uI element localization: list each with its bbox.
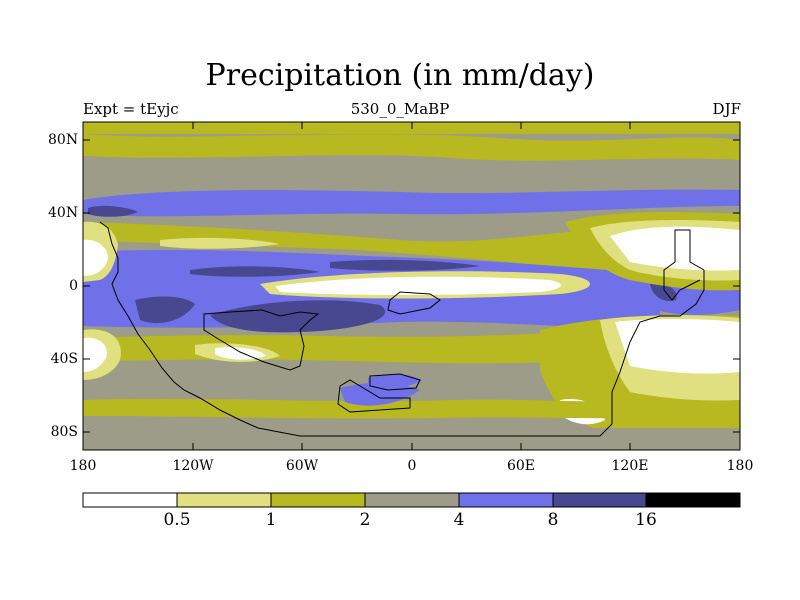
continent-outline-ne xyxy=(663,229,705,301)
colorbar-label-2: 2 xyxy=(359,510,371,530)
colorbar-box-4 xyxy=(364,492,460,508)
colorbar xyxy=(82,492,741,508)
lat-label-80n: 80N xyxy=(48,132,79,148)
colorbar-label-8: 8 xyxy=(547,510,559,530)
lon-label-180e: 180 xyxy=(726,458,754,474)
patch-dry-north xyxy=(160,237,280,249)
band-storm-track-south xyxy=(83,398,740,419)
lon-label-180w: 180 xyxy=(69,458,97,474)
colorbar-box-1 xyxy=(82,492,178,508)
continent-outline-south-b xyxy=(369,373,421,391)
plot-title: Precipitation (in mm/day) xyxy=(205,58,595,93)
core-itcz-south xyxy=(210,300,386,333)
band-storm-track-north xyxy=(83,189,740,217)
lon-label-60e: 60E xyxy=(506,458,536,474)
core-east-tropic xyxy=(650,283,677,302)
continent-outline-central xyxy=(203,309,320,371)
south-lake-wet-east xyxy=(368,374,422,388)
lat-label-0: 0 xyxy=(69,278,78,294)
core-itcz-north xyxy=(190,266,320,277)
colorbar-label-4: 4 xyxy=(453,510,465,530)
lon-label-60w: 60W xyxy=(285,458,319,474)
colorbar-box-7 xyxy=(645,492,741,508)
lat-label-40n: 40N xyxy=(48,205,79,221)
dry-band-core xyxy=(275,276,561,295)
colorbar-box-3 xyxy=(270,492,366,508)
nw-dry xyxy=(83,239,108,276)
continent-outline-south-a xyxy=(337,379,411,413)
band-polar-south xyxy=(83,428,740,450)
se-continent-dry xyxy=(615,319,740,374)
colorbar-box-2 xyxy=(176,492,272,508)
lon-label-120e: 120E xyxy=(611,458,649,474)
experiment-label: Expt = tEyjc xyxy=(83,100,179,118)
sw-dry xyxy=(83,337,107,372)
continent-outline-island xyxy=(387,291,441,315)
band-subpolar-north xyxy=(83,134,740,161)
colorbar-box-6 xyxy=(552,492,647,508)
lon-label-0: 0 xyxy=(407,458,417,474)
lon-label-120w: 120W xyxy=(172,458,214,474)
colorbar-label-1: 1 xyxy=(265,510,277,530)
patch-dry-south xyxy=(215,347,266,360)
coastlines xyxy=(99,221,705,437)
continent-outline-main xyxy=(99,221,705,437)
lat-label-40s: 40S xyxy=(50,351,78,367)
core-itcz-east xyxy=(330,259,480,271)
colorbar-label-16: 16 xyxy=(635,510,657,530)
south-lake-wet xyxy=(340,382,420,406)
core-itcz-west xyxy=(135,296,195,324)
time-label: 530_0_MaBP xyxy=(350,100,450,118)
colorbar-label-0-5: 0.5 xyxy=(163,510,191,530)
season-label: DJF xyxy=(712,100,741,118)
core-storm-north xyxy=(88,205,138,217)
axis-ticks xyxy=(83,122,740,450)
lat-label-80s: 80S xyxy=(50,424,78,440)
precip-field xyxy=(83,122,740,450)
colorbar-box-5 xyxy=(458,492,554,508)
